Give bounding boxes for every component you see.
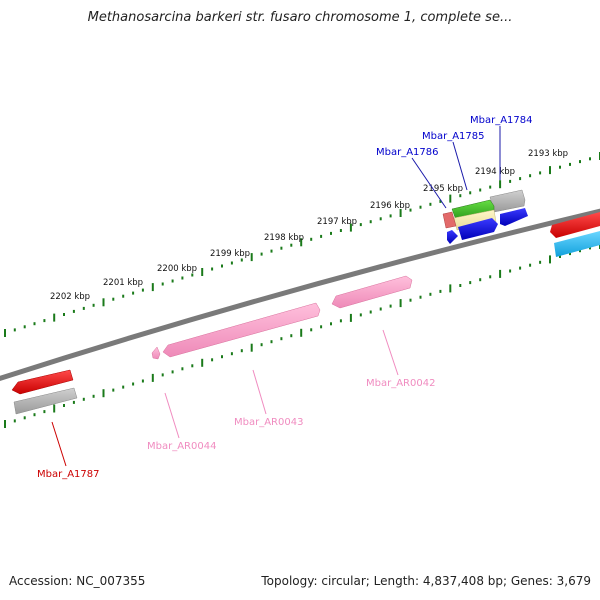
reverse-gene-cluster [151,275,413,360]
kbp-label: 2197 kbp [317,217,357,227]
chromosome-backbone [0,208,600,382]
gene-mbar-ar0042-feature[interactable] [331,275,413,309]
gene-feature-red[interactable] [550,212,600,238]
inner-tick-track [4,241,600,428]
gene-label-mbar-ar0043[interactable]: Mbar_AR0043 [234,417,303,428]
gene-feature-grey[interactable] [13,387,78,415]
gene-label-mbar-ar0044[interactable]: Mbar_AR0044 [147,441,216,452]
kbp-label: 2199 kbp [210,249,250,259]
leader-line [51,421,67,467]
gene-feature-blue[interactable] [500,208,528,226]
gene-label-mbar-ar0042[interactable]: Mbar_AR0042 [366,378,435,389]
forward-gene-cluster [442,189,600,257]
gene-mbar-a1787-feature[interactable] [11,369,74,395]
gene-feature-blue[interactable] [447,230,458,244]
gene-label-mbar-a1785[interactable]: Mbar_A1785 [422,131,485,142]
outer-tick-track [4,152,600,337]
gene-mbar-ar0043-feature[interactable] [162,302,321,358]
kbp-label: 2194 kbp [475,167,515,177]
accession-text: Accession: NC_007355 [9,574,146,588]
kbp-label: 2201 kbp [103,278,143,288]
topology-summary: Topology: circular; Length: 4,837,408 bp… [261,574,591,588]
kbp-label: 2196 kbp [370,201,410,211]
leader-line [382,329,399,376]
kbp-label: 2200 kbp [157,264,197,274]
kbp-label: 2193 kbp [528,149,568,159]
leader-line [164,392,180,439]
leader-line [411,157,447,209]
map-title: Methanosarcina barkeri str. fusaro chrom… [87,10,513,25]
gene-label-mbar-a1786[interactable]: Mbar_A1786 [376,147,439,158]
leader-line [452,141,468,191]
gene-label-mbar-a1784[interactable]: Mbar_A1784 [470,115,533,126]
kbp-label: 2202 kbp [50,292,90,302]
kbp-label: 2198 kbp [264,233,304,243]
gene-feature-cyan[interactable] [554,231,600,257]
gene-feature-blue[interactable] [458,218,498,240]
gene-label-mbar-a1787[interactable]: Mbar_A1787 [37,469,100,480]
gene-label-layer: Mbar_A1784 Mbar_A1785 Mbar_A1786 Mbar_AR… [37,115,533,480]
gene-mbar-ar0044-feature[interactable] [151,346,161,360]
gene-mbar-a1786-feature[interactable] [442,211,457,229]
gene-mbar-a1784-feature[interactable] [489,189,526,213]
kbp-labels: 2193 kbp 2194 kbp 2195 kbp 2196 kbp 2197… [50,149,568,302]
leader-line [252,369,267,415]
left-gene-cluster [11,369,78,415]
kbp-label: 2195 kbp [423,184,463,194]
